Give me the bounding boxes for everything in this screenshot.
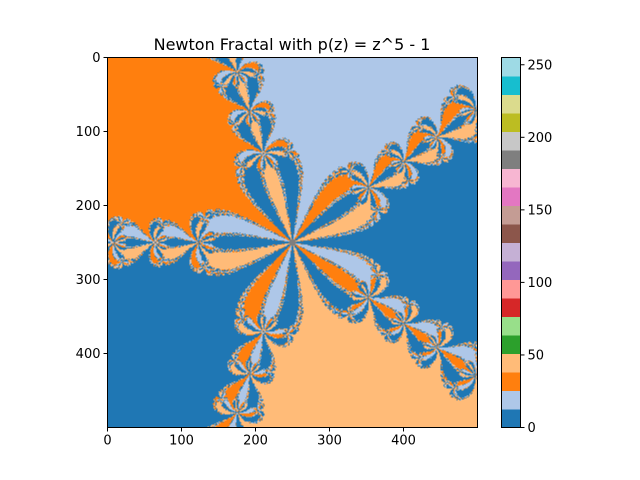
colorbar-frame xyxy=(501,57,521,428)
chart-title: Newton Fractal with p(z) = z^5 - 1 xyxy=(154,35,431,54)
y-tick-label: 200 xyxy=(76,199,101,214)
colorbar-tick-label: 50 xyxy=(528,348,545,363)
colorbar-segment xyxy=(501,57,521,77)
fractal-axes: 0 100 200 300 400 0 100 200 300 400 xyxy=(76,51,478,449)
colorbar-segment xyxy=(501,94,521,114)
colorbar-tick-label: 250 xyxy=(528,58,553,73)
colorbar-segment xyxy=(501,76,521,95)
y-tick-label: 300 xyxy=(76,273,101,288)
colorbar-segment xyxy=(501,390,521,410)
plot-frame xyxy=(107,57,478,428)
colorbar-segment xyxy=(501,168,521,188)
colorbar-segments xyxy=(501,57,521,428)
colorbar-segment xyxy=(501,298,521,317)
x-tick-label: 300 xyxy=(317,434,342,449)
colorbar-segment xyxy=(501,131,521,151)
colorbar-tick-label: 150 xyxy=(528,203,553,218)
colorbar-segment xyxy=(501,150,521,169)
colorbar-segment xyxy=(501,316,521,336)
colorbar-segment xyxy=(501,205,521,225)
colorbar-segment xyxy=(501,335,521,354)
colorbar-segment xyxy=(501,409,521,428)
colorbar-tick-label: 100 xyxy=(528,276,553,291)
y-axis: 0 100 200 300 400 xyxy=(76,51,108,362)
colorbar-tick-label: 0 xyxy=(528,421,536,436)
colorbar-tick-label: 200 xyxy=(528,131,553,146)
colorbar-segment xyxy=(501,113,521,132)
colorbar-segment xyxy=(501,372,521,391)
colorbar-segment xyxy=(501,187,521,206)
x-tick-label: 200 xyxy=(243,434,268,449)
colorbar-segment xyxy=(501,353,521,373)
colorbar-axis: 0 50 100 150 200 250 xyxy=(520,58,553,436)
colorbar-segment xyxy=(501,224,521,243)
fractal-image xyxy=(107,57,478,428)
colorbar-segment xyxy=(501,242,521,262)
x-axis: 0 100 200 300 400 xyxy=(103,427,416,449)
colorbar-segment xyxy=(501,261,521,280)
y-tick-label: 400 xyxy=(76,347,101,362)
y-tick-label: 0 xyxy=(92,51,100,66)
colorbar-segment xyxy=(501,279,521,299)
x-tick-label: 400 xyxy=(391,434,416,449)
y-tick-label: 100 xyxy=(76,125,101,140)
x-tick-label: 0 xyxy=(103,434,111,449)
x-tick-label: 100 xyxy=(169,434,194,449)
colorbar: 0 50 100 150 200 250 xyxy=(501,57,553,436)
